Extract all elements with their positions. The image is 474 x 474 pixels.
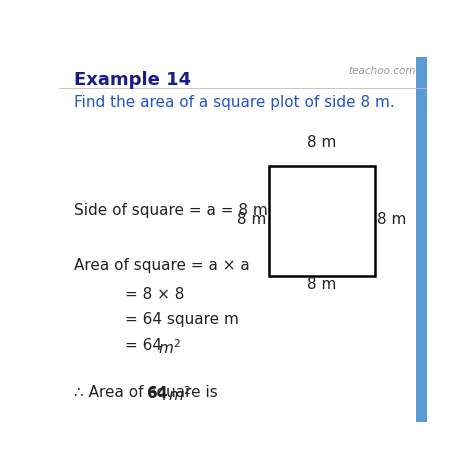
Bar xyxy=(269,166,375,276)
Text: 8 m: 8 m xyxy=(237,212,267,227)
Text: Find the area of a square plot of side 8 m.: Find the area of a square plot of side 8… xyxy=(74,95,395,110)
Text: = 64: = 64 xyxy=(125,338,167,353)
Text: 8 m: 8 m xyxy=(377,212,406,227)
FancyBboxPatch shape xyxy=(416,57,427,422)
Text: Side of square = a = 8 m: Side of square = a = 8 m xyxy=(74,203,268,218)
Text: $\mathit{m}^2$: $\mathit{m}^2$ xyxy=(168,385,191,404)
Text: $m^2$: $m^2$ xyxy=(158,338,181,356)
Text: 8 m: 8 m xyxy=(307,277,337,292)
Text: $\mathbf{64}$: $\mathbf{64}$ xyxy=(146,385,168,401)
Text: Area of square = a × a: Area of square = a × a xyxy=(74,258,250,273)
Text: Example 14: Example 14 xyxy=(74,72,191,90)
Text: = 64 square m: = 64 square m xyxy=(125,312,239,328)
Text: 8 m: 8 m xyxy=(307,135,337,150)
Text: = 8 × 8: = 8 × 8 xyxy=(125,287,185,302)
Text: teachoo.com: teachoo.com xyxy=(348,66,416,76)
Text: ∴ Area of square is: ∴ Area of square is xyxy=(74,385,223,401)
